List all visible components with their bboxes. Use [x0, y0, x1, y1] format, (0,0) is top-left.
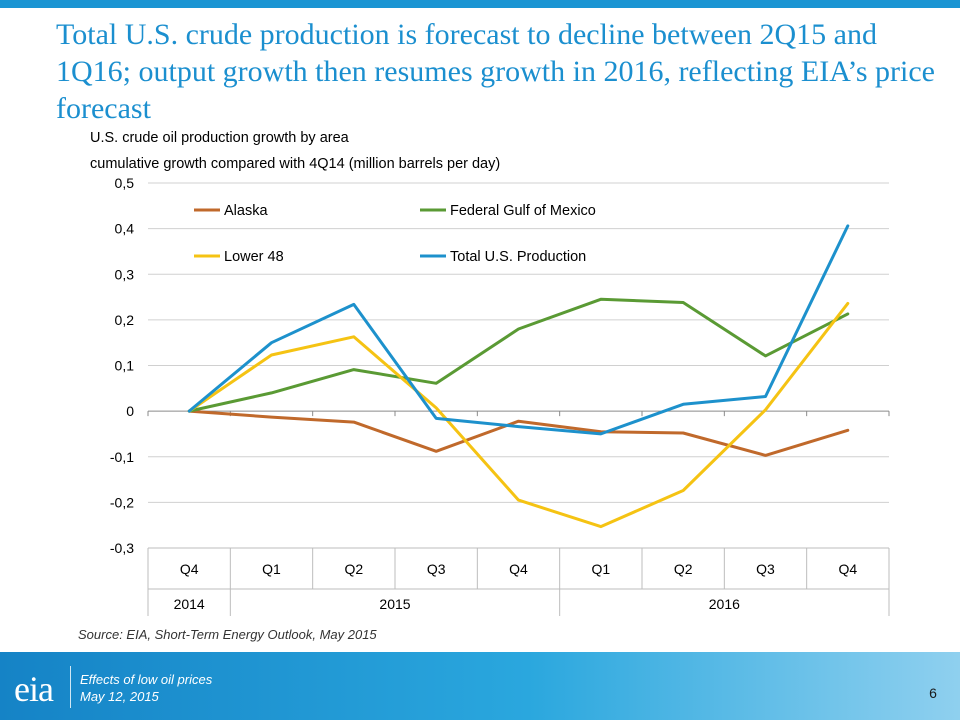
chart-subtitle: U.S. crude oil production growth by area — [90, 130, 349, 146]
x-tick-label: Q4 — [509, 561, 528, 577]
y-tick-label: -0,1 — [110, 449, 134, 465]
x-tick-label: Q4 — [180, 561, 199, 577]
eia-logo-icon: eia — [14, 669, 54, 709]
y-tick-label: 0,4 — [115, 221, 135, 237]
legend-label: Alaska — [224, 203, 268, 219]
year-group-label: 2014 — [174, 596, 205, 612]
y-tick-label: 0 — [126, 403, 134, 419]
line-chart: 0,5 0,4 0,3 0,2 0,1 0 -0,1 -0,2 -0,3 Q4 Q1 Q2 Q3 Q4 Q1… — [110, 175, 890, 616]
y-tick-label: -0,3 — [110, 540, 134, 556]
footer-date: May 12, 2015 — [80, 689, 159, 704]
x-tick-label: Q3 — [756, 561, 775, 577]
legend-label: Lower 48 — [224, 249, 284, 265]
footer-presentation-title: Effects of low oil prices — [80, 672, 213, 687]
y-tick-label: 0,3 — [115, 266, 135, 282]
x-tick-label: Q3 — [427, 561, 446, 577]
footer-bar: eia Effects of low oil prices May 12, 20… — [0, 652, 960, 720]
x-tick-label: Q4 — [838, 561, 857, 577]
series-line-federal-gulf-of-mexico — [187, 297, 850, 413]
page-number: 6 — [929, 685, 937, 701]
top-accent-bar — [0, 0, 960, 8]
series-line-lower-48 — [187, 301, 850, 529]
y-tick-label: 0,2 — [115, 312, 135, 328]
chart-units-label: cumulative growth compared with 4Q14 (mi… — [90, 156, 501, 172]
year-group-label: 2016 — [709, 596, 740, 612]
legend-label: Total U.S. Production — [450, 249, 586, 265]
y-tick-label: -0,2 — [110, 494, 134, 510]
source-note: Source: EIA, Short-Term Energy Outlook, … — [78, 627, 377, 642]
footer-divider — [70, 666, 71, 708]
x-tick-label: Q1 — [591, 561, 610, 577]
y-tick-label: 0,1 — [115, 358, 135, 374]
legend-label: Federal Gulf of Mexico — [450, 203, 596, 219]
year-group-label: 2015 — [379, 596, 410, 612]
slide-title: Total U.S. crude production is forecast … — [56, 18, 935, 125]
y-tick-label: 0,5 — [115, 175, 135, 191]
x-tick-label: Q2 — [344, 561, 363, 577]
x-tick-label: Q2 — [674, 561, 693, 577]
series-line-alaska — [187, 409, 850, 457]
x-tick-label: Q1 — [262, 561, 281, 577]
series-line-total-u-s-production — [187, 224, 850, 436]
